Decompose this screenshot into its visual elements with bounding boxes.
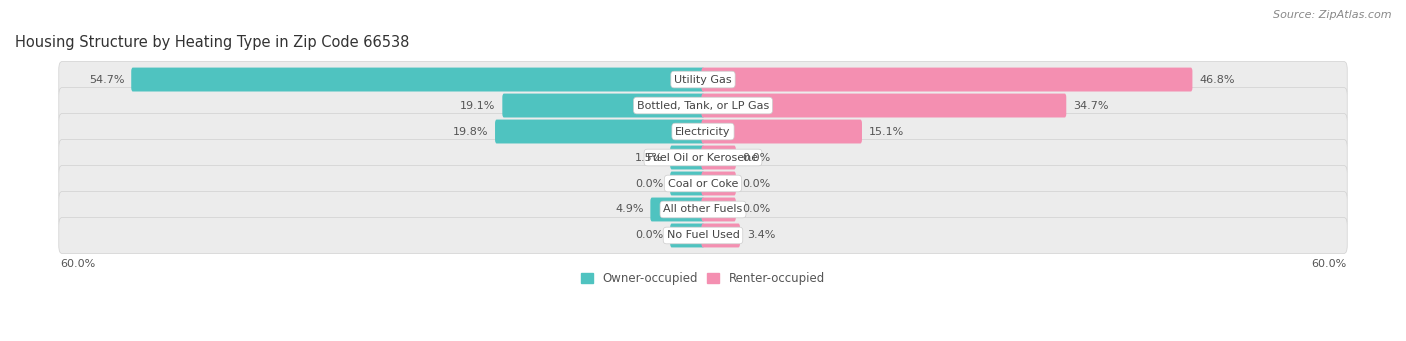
FancyBboxPatch shape [59, 62, 1347, 98]
FancyBboxPatch shape [59, 139, 1347, 176]
Text: 15.1%: 15.1% [869, 127, 904, 136]
Text: 19.8%: 19.8% [453, 127, 488, 136]
FancyBboxPatch shape [671, 224, 704, 248]
Text: Electricity: Electricity [675, 127, 731, 136]
Text: Coal or Coke: Coal or Coke [668, 178, 738, 189]
FancyBboxPatch shape [702, 93, 1066, 118]
Text: Utility Gas: Utility Gas [675, 75, 731, 85]
Text: Source: ZipAtlas.com: Source: ZipAtlas.com [1274, 10, 1392, 20]
Legend: Owner-occupied, Renter-occupied: Owner-occupied, Renter-occupied [576, 268, 830, 290]
Text: 0.0%: 0.0% [742, 178, 770, 189]
FancyBboxPatch shape [59, 218, 1347, 253]
FancyBboxPatch shape [702, 224, 740, 248]
Text: No Fuel Used: No Fuel Used [666, 231, 740, 240]
FancyBboxPatch shape [495, 120, 704, 144]
FancyBboxPatch shape [502, 93, 704, 118]
FancyBboxPatch shape [702, 120, 862, 144]
FancyBboxPatch shape [651, 197, 704, 221]
Text: 46.8%: 46.8% [1199, 75, 1234, 85]
Text: Fuel Oil or Kerosene: Fuel Oil or Kerosene [647, 152, 759, 163]
FancyBboxPatch shape [59, 88, 1347, 123]
Text: 0.0%: 0.0% [636, 178, 664, 189]
Text: 54.7%: 54.7% [89, 75, 125, 85]
FancyBboxPatch shape [59, 114, 1347, 149]
Text: 1.5%: 1.5% [636, 152, 664, 163]
FancyBboxPatch shape [131, 68, 704, 91]
Text: 4.9%: 4.9% [614, 205, 644, 214]
Text: 0.0%: 0.0% [742, 205, 770, 214]
Text: 19.1%: 19.1% [460, 101, 495, 110]
FancyBboxPatch shape [671, 172, 704, 195]
Text: 3.4%: 3.4% [747, 231, 775, 240]
FancyBboxPatch shape [702, 172, 735, 195]
FancyBboxPatch shape [702, 197, 735, 221]
Text: All other Fuels: All other Fuels [664, 205, 742, 214]
FancyBboxPatch shape [702, 146, 735, 169]
Text: 0.0%: 0.0% [742, 152, 770, 163]
Text: 0.0%: 0.0% [636, 231, 664, 240]
FancyBboxPatch shape [671, 146, 704, 169]
Text: Housing Structure by Heating Type in Zip Code 66538: Housing Structure by Heating Type in Zip… [15, 35, 409, 50]
FancyBboxPatch shape [59, 192, 1347, 227]
FancyBboxPatch shape [702, 68, 1192, 91]
FancyBboxPatch shape [59, 166, 1347, 202]
Text: 34.7%: 34.7% [1073, 101, 1108, 110]
Text: Bottled, Tank, or LP Gas: Bottled, Tank, or LP Gas [637, 101, 769, 110]
